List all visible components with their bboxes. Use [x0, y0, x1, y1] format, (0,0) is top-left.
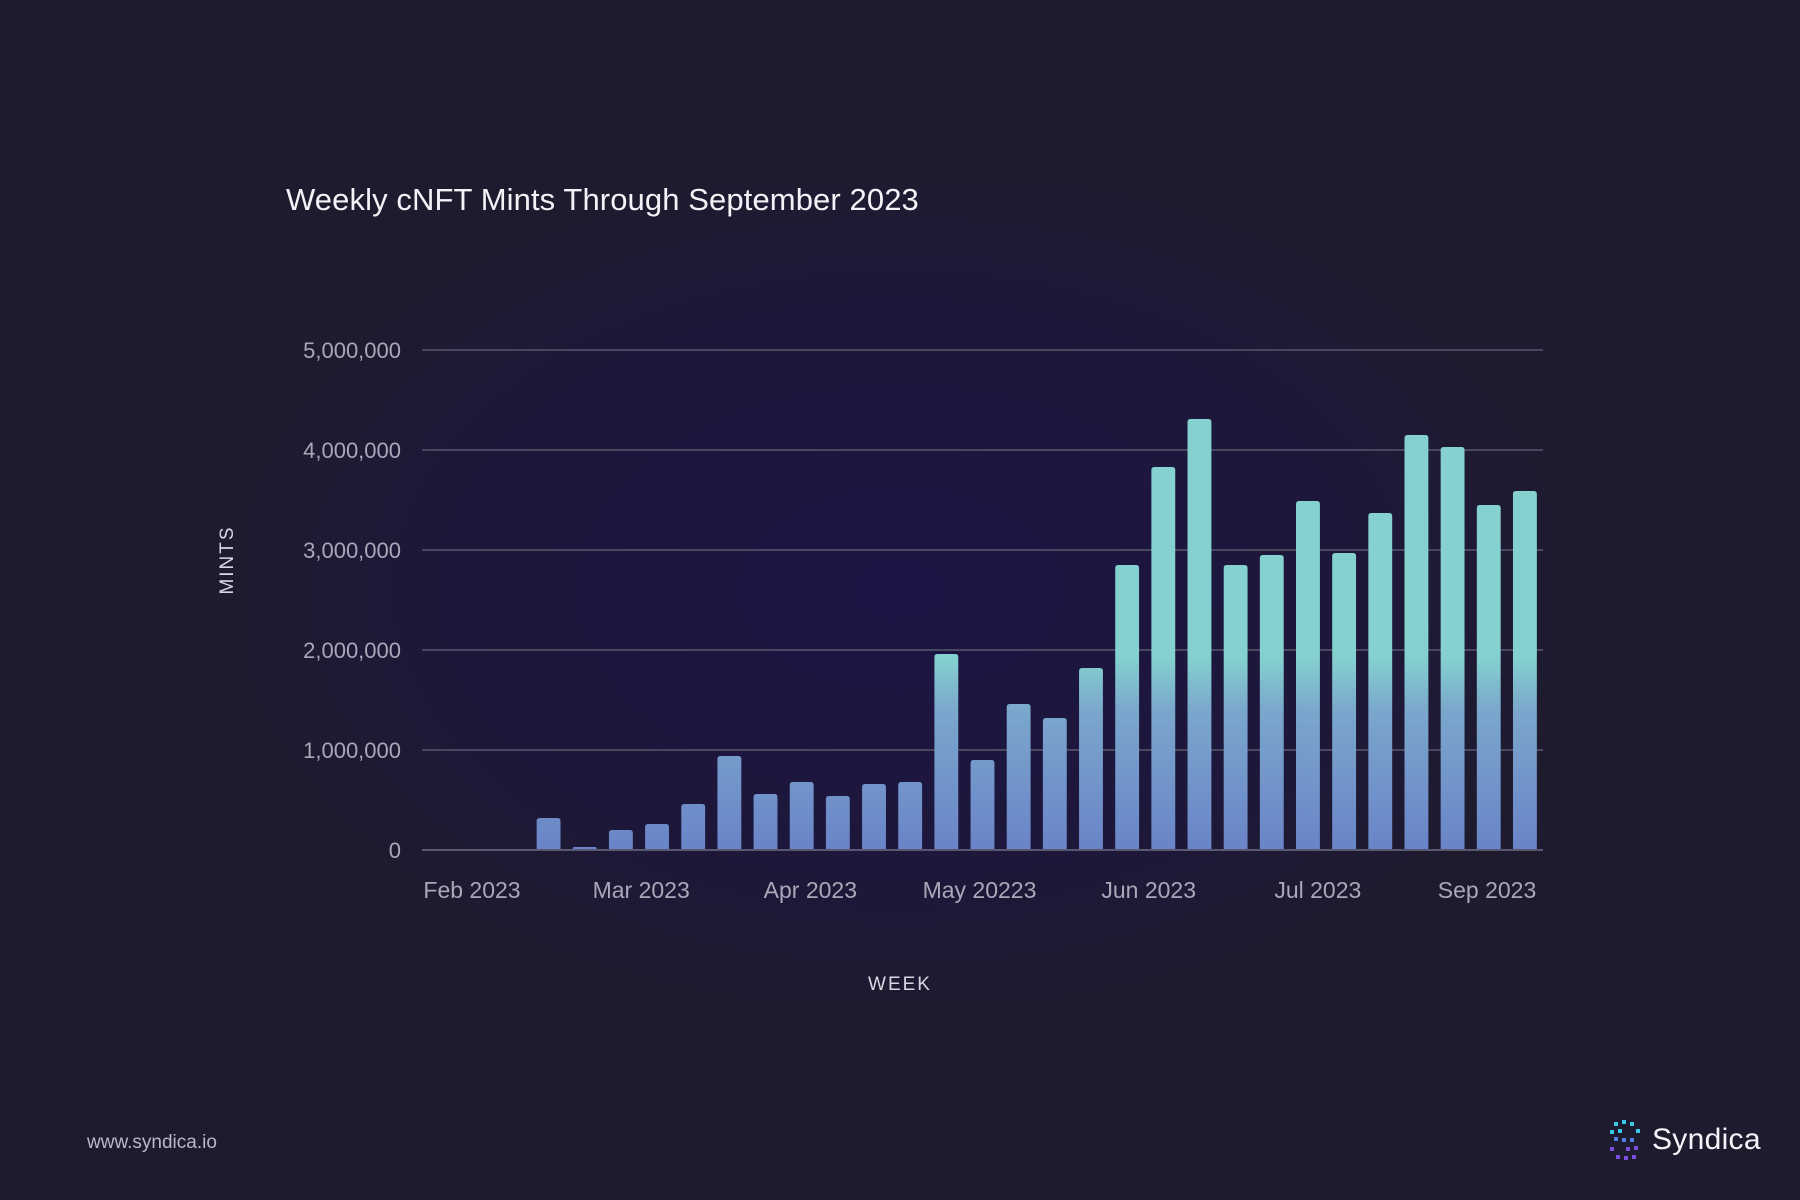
bar: [1006, 704, 1031, 850]
bar: [1115, 565, 1140, 850]
syndica-logo-icon: [1610, 1120, 1640, 1160]
y-axis-ticks: 0 1,000,000 2,000,000 3,000,000 4,000,000 5,0…: [303, 338, 401, 863]
bar: [717, 756, 742, 850]
bar: [1259, 555, 1284, 850]
bars: [536, 419, 1537, 850]
bar: [1404, 435, 1429, 850]
bar: [681, 804, 706, 850]
footer-url: www.syndica.io: [87, 1132, 217, 1153]
bar: [536, 818, 561, 850]
bar: [789, 782, 814, 850]
bar: [970, 760, 995, 850]
y-tick-label: 2,000,000: [303, 638, 401, 663]
y-tick-label: 3,000,000: [303, 538, 401, 563]
y-tick-label: 1,000,000: [303, 738, 401, 763]
bar: [1296, 501, 1320, 850]
bar: [1440, 447, 1465, 850]
bar: [825, 796, 850, 850]
bar: [645, 824, 669, 850]
bar: [1476, 505, 1501, 850]
bar: [1368, 513, 1393, 850]
x-tick-label: Jun 2023: [1101, 877, 1196, 903]
grid-lines: [422, 349, 1543, 751]
bar: [1187, 419, 1212, 850]
x-axis-ticks: Feb 2023 Mar 2023 Apr 2023 May 20223 Jun 202…: [423, 877, 1536, 903]
y-tick-label: 5,000,000: [303, 338, 401, 363]
y-tick-label: 4,000,000: [303, 438, 401, 463]
x-axis-label: WEEK: [868, 974, 932, 995]
brand: Syndica: [1610, 1120, 1761, 1160]
bar: [1151, 467, 1176, 850]
y-tick-label: 0: [389, 838, 401, 863]
bar: [862, 784, 886, 850]
x-tick-label: Feb 2023: [423, 877, 520, 903]
bar: [608, 830, 633, 850]
chart-title: Weekly cNFT Mints Through September 2023: [286, 182, 919, 217]
bar: [1079, 668, 1103, 850]
x-tick-label: Mar 2023: [593, 877, 690, 903]
bar: [1223, 565, 1248, 850]
x-tick-label: Jul 2023: [1274, 877, 1361, 903]
brand-name: Syndica: [1652, 1123, 1761, 1156]
bar: [753, 794, 778, 850]
x-tick-label: May 20223: [923, 877, 1037, 903]
y-axis-label: MINTS: [217, 525, 238, 594]
bar: [1512, 491, 1537, 850]
bar: [934, 654, 959, 850]
bar: [1042, 718, 1067, 850]
bar: [898, 782, 923, 850]
x-tick-label: Apr 2023: [764, 877, 857, 903]
bar: [1332, 553, 1357, 850]
x-tick-label: Sep 2023: [1438, 877, 1536, 903]
